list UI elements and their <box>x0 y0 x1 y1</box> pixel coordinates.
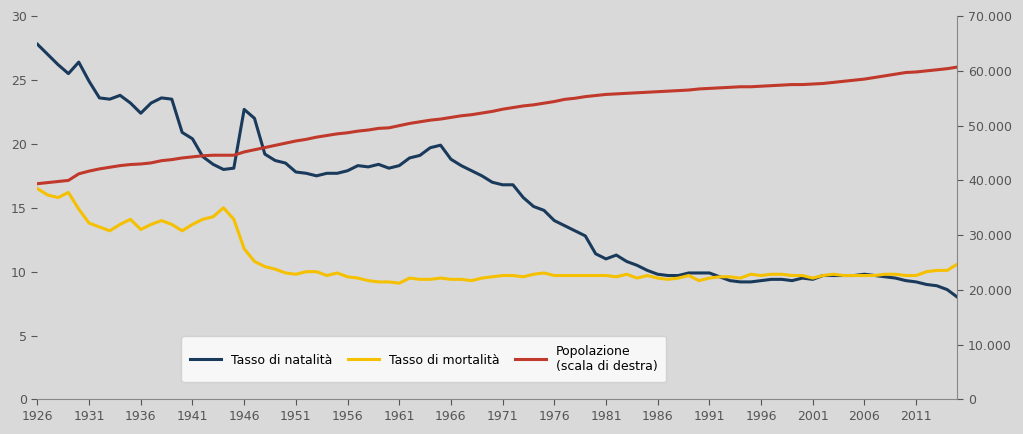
Line: Tasso di natalità: Tasso di natalità <box>38 44 958 297</box>
Tasso di mortalità <box>32 186 44 191</box>
Tasso di natalità <box>796 276 808 281</box>
Tasso di mortalità <box>806 276 818 281</box>
Popolazione
(scala di destra) <box>796 82 808 87</box>
Tasso di mortalità <box>393 281 405 286</box>
Tasso di mortalità <box>155 218 168 223</box>
Tasso di mortalità <box>951 261 964 266</box>
Tasso di natalità <box>817 273 830 278</box>
Tasso di natalità <box>155 95 168 101</box>
Popolazione
(scala di destra) <box>672 88 684 93</box>
Popolazione
(scala di destra) <box>910 69 923 75</box>
Tasso di natalità <box>951 295 964 300</box>
Tasso di mortalità <box>310 269 322 274</box>
Line: Popolazione
(scala di destra): Popolazione (scala di destra) <box>38 67 958 184</box>
Popolazione
(scala di destra) <box>32 181 44 186</box>
Popolazione
(scala di destra) <box>817 81 830 86</box>
Tasso di mortalità <box>921 269 933 274</box>
Legend: Tasso di natalità, Tasso di mortalità, Popolazione
(scala di destra): Tasso di natalità, Tasso di mortalità, P… <box>181 336 666 382</box>
Tasso di mortalità <box>828 272 840 277</box>
Popolazione
(scala di destra) <box>951 64 964 69</box>
Tasso di natalità <box>910 279 923 285</box>
Tasso di natalità <box>310 173 322 178</box>
Tasso di natalità <box>672 273 684 278</box>
Line: Tasso di mortalità: Tasso di mortalità <box>38 189 958 283</box>
Popolazione
(scala di destra) <box>155 158 168 163</box>
Tasso di natalità <box>32 42 44 47</box>
Popolazione
(scala di destra) <box>310 135 322 140</box>
Tasso di mortalità <box>682 273 695 278</box>
